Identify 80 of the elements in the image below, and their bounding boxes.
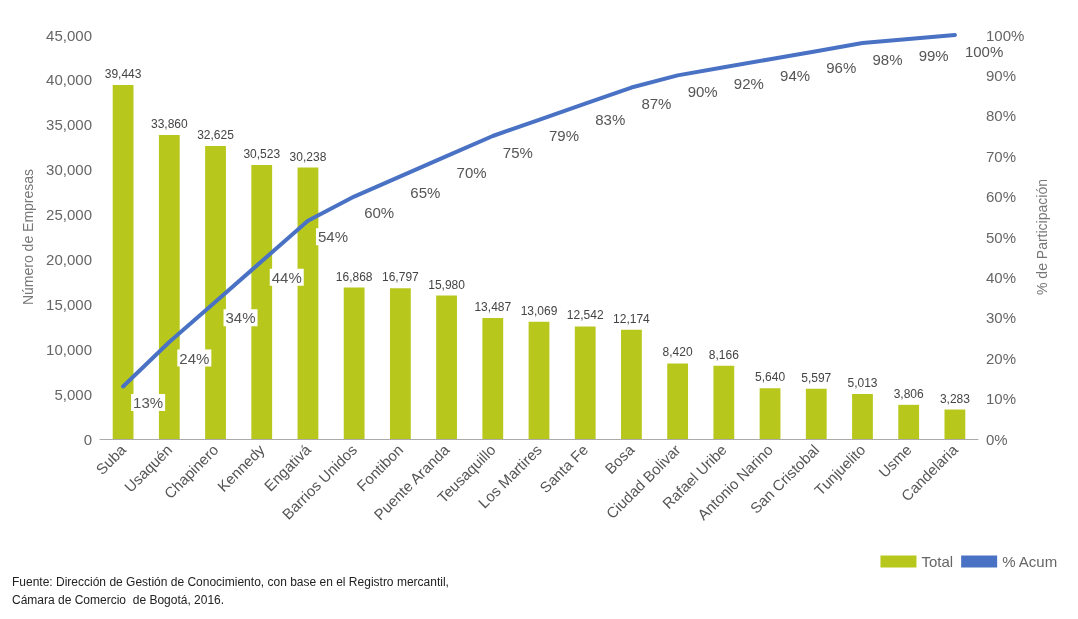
- text: Cámara de Comercio de Bogotá, 2016.: [12, 593, 225, 607]
- y-tick-label: 45,000: [46, 26, 92, 44]
- bar: [621, 329, 642, 439]
- data-label: 98%: [872, 50, 903, 68]
- data-label: 15,980: [428, 277, 466, 292]
- data-label: 5,013: [847, 375, 878, 390]
- bar: [713, 365, 735, 439]
- y-tick-label: 35,000: [46, 116, 92, 134]
- y-tick-label: 25,000: [46, 206, 92, 224]
- y2-tick-label: 70%: [986, 147, 1017, 165]
- y2-tick-label: 0%: [986, 430, 1008, 448]
- data-label: 8,420: [662, 345, 693, 360]
- data-label: 92%: [733, 74, 764, 92]
- data-label: 32,625: [197, 128, 235, 143]
- data-label: 79%: [549, 127, 580, 145]
- y2-tick-label: 90%: [986, 66, 1017, 84]
- data-label: 5,597: [801, 370, 832, 385]
- data-label: 100%: [964, 42, 1004, 60]
- data-label: 24%: [179, 349, 210, 367]
- data-label: 39,443: [104, 66, 142, 81]
- data-label: 13,069: [520, 303, 558, 318]
- legend-label: Total: [921, 553, 954, 570]
- data-label: 30,523: [243, 146, 281, 161]
- data-label: 34%: [225, 309, 256, 327]
- data-label: 13%: [133, 393, 164, 411]
- bar: [852, 393, 873, 439]
- data-label: 99%: [918, 46, 949, 64]
- data-label: 94%: [780, 66, 811, 84]
- y2-tick-label: 60%: [986, 188, 1017, 206]
- data-label: 30,238: [289, 149, 327, 164]
- data-label: 3,806: [893, 386, 925, 401]
- legend-label: % Acum: [1002, 553, 1058, 570]
- bar: [436, 295, 457, 439]
- data-label: 65%: [410, 183, 441, 201]
- data-label: 13,487: [474, 299, 512, 314]
- data-label: 60%: [364, 204, 395, 222]
- y2-tick-label: 50%: [986, 228, 1017, 246]
- data-label: 70%: [456, 163, 487, 181]
- bar: [805, 388, 827, 439]
- data-label: 16,868: [335, 269, 373, 284]
- bar: [389, 288, 411, 439]
- source-note: Fuente: Dirección de Gestión de Conocimiento, con base en el Registro mercantil,: [12, 575, 449, 589]
- data-label: 83%: [595, 111, 626, 129]
- bar: [759, 388, 781, 439]
- data-label: 3,283: [939, 391, 971, 406]
- y-tick-label: 30,000: [46, 161, 92, 179]
- data-label: 33,860: [150, 117, 188, 132]
- y-tick-label: 5,000: [54, 385, 92, 403]
- y2-tick-label: 40%: [986, 268, 1017, 286]
- data-label: 5,640: [755, 370, 786, 385]
- y-tick-label: 15,000: [46, 295, 92, 313]
- data-label: 90%: [687, 82, 718, 100]
- y2-tick-label: 10%: [986, 390, 1017, 408]
- data-label: 96%: [826, 58, 857, 76]
- y-tick-label: 20,000: [46, 250, 92, 268]
- y2-axis-title: % de Participación: [1034, 179, 1051, 295]
- data-label: 44%: [271, 268, 302, 286]
- data-label: 75%: [502, 143, 533, 161]
- bar: [944, 409, 966, 439]
- bar: [898, 404, 920, 439]
- bar: [343, 287, 365, 439]
- y-tick-label: 40,000: [46, 71, 92, 89]
- bar: [574, 326, 596, 439]
- bar: [528, 321, 550, 439]
- bar: [482, 317, 504, 439]
- data-label: 12,542: [566, 308, 604, 323]
- data-label: 12,174: [613, 311, 651, 326]
- data-label: 16,797: [382, 270, 420, 285]
- y-axis-title: Número de Empresas: [20, 168, 37, 306]
- bar: [667, 363, 689, 439]
- y2-tick-label: 100%: [986, 26, 1025, 44]
- data-label: 8,166: [708, 347, 740, 362]
- data-label: 54%: [317, 228, 348, 246]
- y2-tick-label: 20%: [986, 349, 1017, 367]
- y2-tick-label: 80%: [986, 107, 1017, 125]
- y-tick-label: 10,000: [46, 340, 92, 358]
- y2-tick-label: 30%: [986, 309, 1017, 327]
- y-tick-label: 0: [83, 430, 92, 448]
- data-label: 87%: [641, 95, 672, 113]
- bar: [112, 84, 134, 439]
